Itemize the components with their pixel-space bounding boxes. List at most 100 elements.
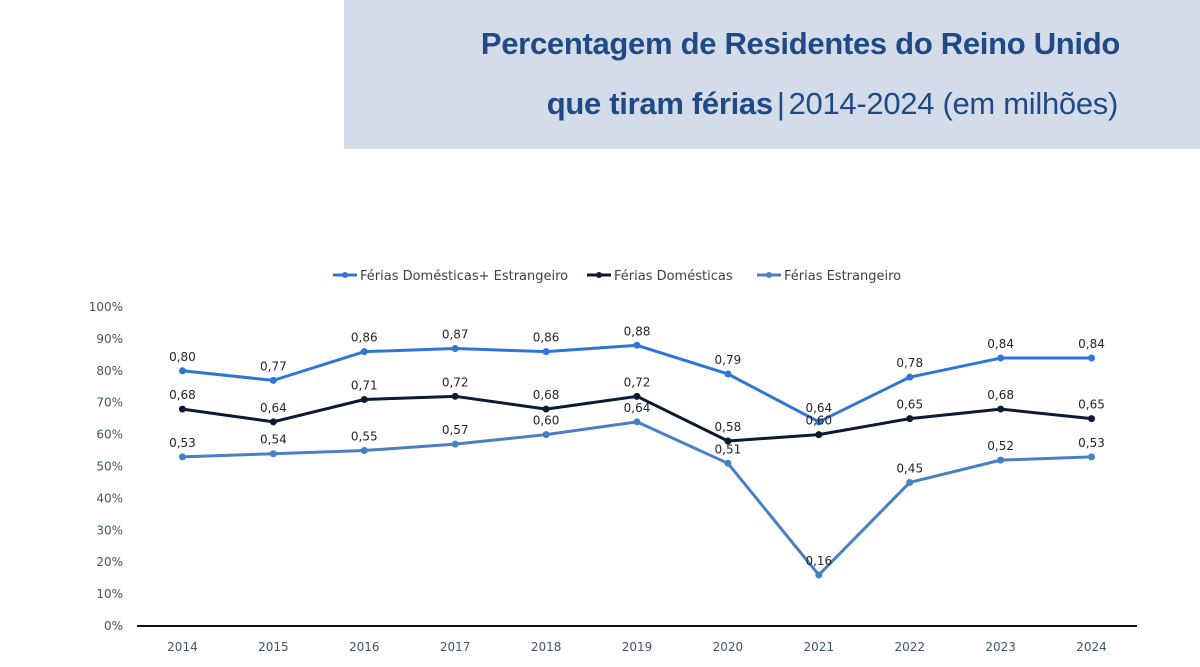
data-label: 0,58 [715,420,742,434]
legend-dot-marker-icon [766,272,772,278]
x-tick-label: 2019 [622,640,653,654]
x-tick-label: 2016 [349,640,380,654]
data-label: 0,68 [533,388,560,402]
data-point [815,571,823,579]
legend-item: Férias Domésticas [587,269,733,284]
y-tick-label: 30% [96,523,123,537]
data-point [906,415,914,423]
data-point [451,344,459,352]
chart-title-emphasis: que tiram férias [546,86,773,121]
y-tick-label: 10% [96,587,123,601]
data-label: 0,64 [805,401,832,415]
series-3 [178,418,1096,579]
data-point [633,418,641,426]
data-label: 0,60 [533,414,560,428]
data-point [269,418,277,426]
data-label: 0,68 [987,388,1014,402]
data-point [360,447,368,455]
legend-dot-marker-icon [342,272,348,278]
data-label: 0,53 [169,436,196,450]
series-1 [178,341,1096,426]
data-point [178,405,186,413]
data-label: 0,84 [987,337,1014,351]
legend-label: Férias Estrangeiro [784,269,901,284]
data-label: 0,65 [896,398,923,412]
data-label: 0,77 [260,359,287,373]
data-point [906,478,914,486]
data-label: 0,86 [351,331,378,345]
x-tick-label: 2015 [258,640,289,654]
series-2 [178,392,1096,445]
data-label: 0,78 [896,356,923,370]
y-tick-label: 60% [96,428,123,442]
data-label: 0,88 [624,324,651,338]
data-point [451,392,459,400]
series-lines [178,341,1096,579]
x-tick-label: 2017 [440,640,471,654]
data-point [542,431,550,439]
x-axis: 2014 2015 2016 2017 2018 2019 2020 2021 2022 2023… [167,640,1107,654]
data-point [815,418,823,426]
title-banner: Percentagem de Residentes do Reino Unido… [344,0,1200,149]
data-label: 0,87 [442,327,469,341]
data-label: 0,54 [260,433,287,447]
series-line [182,420,1092,577]
legend-label: Férias Domésticas [614,269,733,284]
data-point [178,453,186,461]
y-tick-label: 70% [96,396,123,410]
legend-label: Férias Domésticas+ Estrangeiro [360,269,568,284]
data-point [360,348,368,356]
data-point [269,376,277,384]
data-label: 0,55 [351,430,378,444]
x-tick-label: 2023 [985,640,1016,654]
data-point [906,373,914,381]
data-point [360,396,368,404]
x-tick-label: 2020 [713,640,744,654]
legend-dot-marker-icon [596,272,602,278]
data-point [269,450,277,458]
data-point [815,431,823,439]
legend-item: Férias Domésticas+ Estrangeiro [333,269,568,284]
data-labels: 0,80 0,77 0,86 0,87 0,86 0,88 0,79 0,64 0,78 0,84… [169,324,1105,568]
data-label: 0,53 [1078,436,1105,450]
data-label: 0,52 [987,439,1014,453]
data-point [633,341,641,349]
x-tick-label: 2022 [894,640,925,654]
data-point [724,459,732,467]
data-point [451,440,459,448]
data-point [1088,354,1096,362]
data-label: 0,16 [805,554,832,568]
y-tick-label: 0% [104,619,123,633]
x-tick-label: 2021 [804,640,835,654]
data-point [997,456,1005,464]
y-tick-label: 90% [96,332,123,346]
data-point [542,405,550,413]
data-label: 0,60 [805,414,832,428]
data-point [997,354,1005,362]
chart-title-subtitle: 2014-2024 (em milhões) [788,86,1119,121]
data-label: 0,45 [896,461,923,475]
y-tick-label: 20% [96,555,123,569]
data-label: 0,72 [624,375,651,389]
data-point [633,392,641,400]
data-label: 0,84 [1078,337,1105,351]
chart-title-line2: que tiram férias | 2014-2024 (em milhões) [546,86,1119,122]
legend: Férias Domésticas+ Estrangeiro Férias Dom… [333,269,901,284]
data-label: 0,51 [715,442,742,456]
legend-item: Férias Estrangeiro [757,269,901,284]
chart-title-separator: | [776,86,785,121]
y-tick-label: 100% [89,300,123,314]
data-label: 0,86 [533,331,560,345]
y-tick-label: 50% [96,460,123,474]
data-point [724,437,732,445]
chart-title-line1: Percentagem de Residentes do Reino Unido [480,26,1120,61]
x-tick-label: 2018 [531,640,562,654]
x-tick-label: 2024 [1076,640,1107,654]
data-point [997,405,1005,413]
data-label: 0,64 [260,401,287,415]
data-label: 0,68 [169,388,196,402]
y-tick-label: 40% [96,491,123,505]
data-label: 0,80 [169,350,196,364]
data-label: 0,71 [351,379,378,393]
